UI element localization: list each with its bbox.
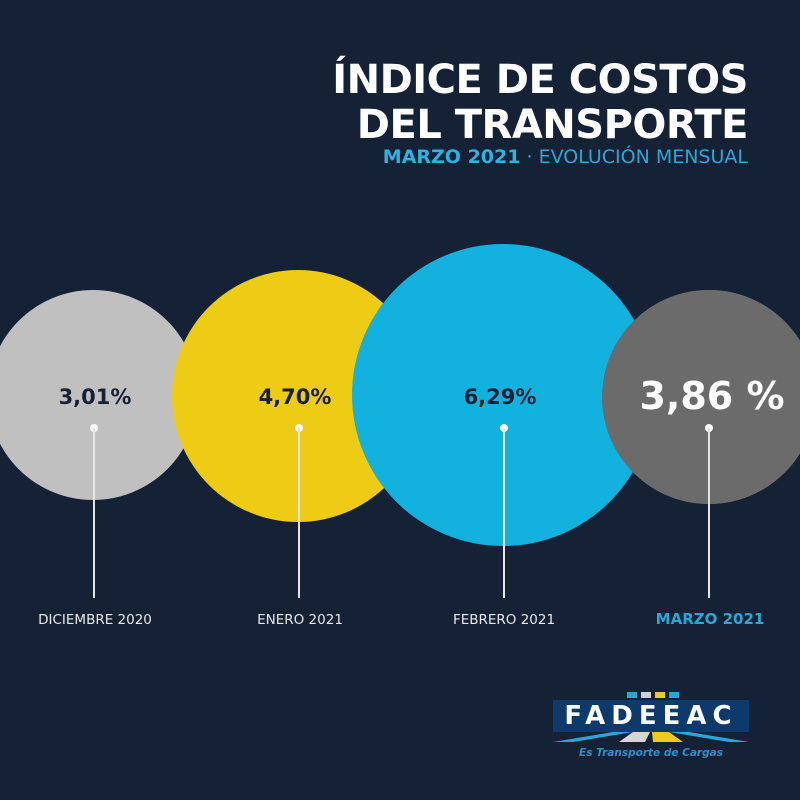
fadeeac-logo: FADEEAC Es Transporte de Cargas bbox=[553, 692, 749, 762]
title-line-1: ÍNDICE DE COSTOS bbox=[332, 57, 748, 103]
value-enero-2021: 4,70% bbox=[258, 385, 332, 409]
subtitle: MARZO 2021 · EVOLUCIÓN MENSUAL bbox=[383, 146, 748, 168]
connector-line bbox=[298, 428, 300, 598]
value-marzo-2021: 3,86 % bbox=[639, 374, 785, 418]
month-label-diciembre-2020: DICIEMBRE 2020 bbox=[38, 612, 152, 628]
value-diciembre-2020: 3,01% bbox=[58, 385, 132, 409]
value-febrero-2021: 6,29% bbox=[463, 385, 537, 409]
logo-squares-icon bbox=[627, 692, 679, 698]
month-label-marzo-2021: MARZO 2021 bbox=[655, 610, 765, 628]
bubble-diciembre-2020 bbox=[0, 290, 198, 500]
subtitle-separator: · bbox=[520, 146, 539, 168]
road-icon bbox=[553, 732, 749, 742]
month-label-enero-2021: ENERO 2021 bbox=[257, 612, 343, 628]
connector-line bbox=[503, 428, 505, 598]
title-line-2: DEL TRANSPORTE bbox=[356, 102, 749, 148]
connector-line bbox=[708, 428, 710, 598]
logo-name: FADEEAC bbox=[564, 701, 738, 731]
logo-tagline: Es Transporte de Cargas bbox=[579, 747, 723, 759]
logo-box: FADEEAC bbox=[553, 700, 749, 732]
subtitle-description: EVOLUCIÓN MENSUAL bbox=[538, 146, 748, 168]
page-title: ÍNDICE DE COSTOS DEL TRANSPORTE bbox=[332, 58, 748, 148]
bubble-marzo-2021-overlay bbox=[602, 290, 800, 504]
connector-line bbox=[93, 428, 95, 598]
subtitle-period: MARZO 2021 bbox=[382, 146, 521, 168]
month-label-febrero-2021: FEBRERO 2021 bbox=[452, 612, 556, 628]
